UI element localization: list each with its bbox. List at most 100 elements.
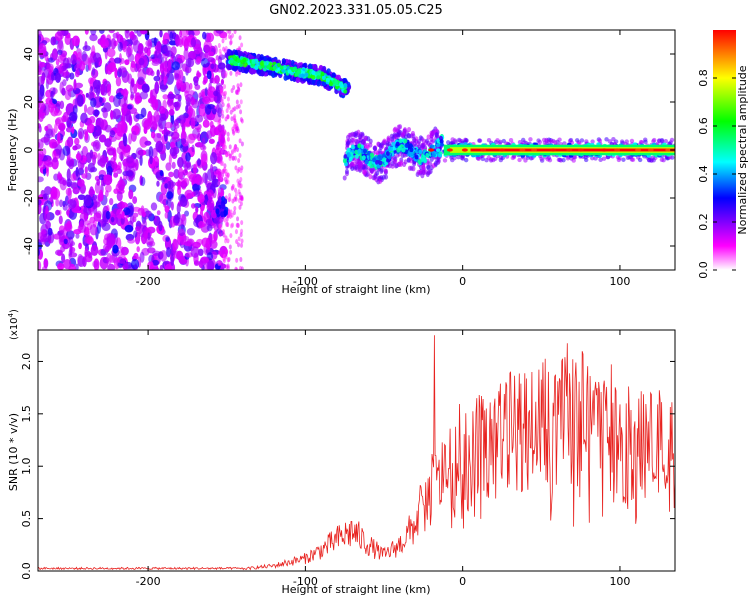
heatmap-cell <box>39 61 46 68</box>
heatmap-cell <box>239 183 243 189</box>
heatmap-cell <box>124 59 130 66</box>
heatmap-cell <box>616 157 622 163</box>
heatmap-cell <box>151 95 157 104</box>
heatmap-cell <box>114 67 118 79</box>
heatmap-cell <box>230 223 234 229</box>
heatmap-cell <box>51 141 59 148</box>
heatmap-cell <box>156 40 162 54</box>
heatmap-cell <box>232 85 236 91</box>
snr-x-tick-label: 0 <box>459 575 466 588</box>
heatmap-cell <box>637 157 643 163</box>
heatmap-cell <box>53 233 61 240</box>
heatmap-cell <box>64 34 72 46</box>
heatmap-cell <box>96 178 101 186</box>
heatmap-cell <box>386 135 391 141</box>
heatmap-cell <box>77 255 86 268</box>
heatmap-cell <box>38 43 47 56</box>
heatmap-cell <box>225 220 229 226</box>
heatmap-cell <box>171 136 181 142</box>
heatmap-cell <box>206 32 215 43</box>
heatmap-cell <box>74 63 81 72</box>
heatmap-cell <box>348 156 353 162</box>
heatmap-cell <box>239 168 243 174</box>
heatmap-cell <box>193 163 197 175</box>
heatmap-cell <box>635 148 642 152</box>
heatmap-cell <box>71 126 75 134</box>
heatmap-cell <box>38 35 42 43</box>
heatmap-cell <box>352 161 357 167</box>
heatmap-cell <box>141 83 150 93</box>
heatmap-cell <box>186 192 191 200</box>
heatmap-cell <box>99 30 105 34</box>
heatmap-cell <box>223 210 228 217</box>
heatmap-cell <box>173 101 179 108</box>
heatmap-cell <box>456 154 461 160</box>
heatmap-cell <box>162 39 168 45</box>
heatmap-y-tick-label: 40 <box>22 47 35 61</box>
heatmap-cell <box>393 163 398 169</box>
heatmap-cell <box>119 201 123 212</box>
heatmap-cell <box>508 137 514 143</box>
heatmap-cell <box>127 104 133 110</box>
heatmap-cell <box>80 150 84 161</box>
heatmap-cell <box>96 221 102 234</box>
heatmap-cell <box>52 149 57 159</box>
heatmap-cell <box>89 115 96 124</box>
heatmap-cell <box>604 137 609 142</box>
heatmap-cell <box>105 184 112 193</box>
heatmap-cell <box>70 54 77 65</box>
heatmap-cell <box>601 148 608 152</box>
heatmap-cell <box>659 138 665 143</box>
heatmap-cell <box>168 109 175 116</box>
heatmap-cell <box>435 143 441 148</box>
heatmap-cell <box>65 187 72 196</box>
heatmap-cell <box>109 197 114 206</box>
heatmap-cell <box>104 124 112 133</box>
heatmap-cell <box>171 161 176 169</box>
heatmap-cell <box>40 238 46 245</box>
heatmap-cell <box>193 76 199 83</box>
heatmap-cell <box>279 65 284 70</box>
heatmap-cell <box>225 264 229 270</box>
heatmap-cell <box>378 178 383 184</box>
heatmap-cell <box>128 189 134 200</box>
heatmap-cell <box>51 48 59 61</box>
heatmap-cell <box>212 108 217 115</box>
heatmap-cell <box>366 150 371 156</box>
heatmap-cell <box>139 30 149 35</box>
heatmap-cell <box>170 141 176 148</box>
heatmap-cell <box>197 158 202 167</box>
heatmap-cell <box>282 65 287 70</box>
heatmap-cell <box>354 164 359 170</box>
heatmap-cell <box>174 94 182 100</box>
heatmap-cell <box>55 198 60 207</box>
heatmap-cell <box>62 79 67 87</box>
heatmap-cell <box>237 103 241 109</box>
heatmap-cell <box>100 38 109 49</box>
heatmap-cell <box>287 69 292 74</box>
heatmap-cell <box>205 218 213 226</box>
heatmap-cell <box>251 59 256 65</box>
heatmap-cell <box>227 197 231 203</box>
heatmap-cell <box>357 148 362 154</box>
heatmap-cell <box>43 258 48 268</box>
heatmap-cell <box>177 180 182 190</box>
heatmap-cell <box>219 191 223 197</box>
heatmap-cell <box>426 165 431 171</box>
heatmap-cell <box>272 65 277 71</box>
heatmap-cell <box>74 137 80 145</box>
heatmap-cell <box>218 223 222 229</box>
heatmap-cell <box>176 250 184 261</box>
heatmap-cell <box>167 97 172 108</box>
heatmap-cell <box>54 122 58 134</box>
heatmap-cell <box>58 229 65 243</box>
heatmap-cell <box>80 112 88 124</box>
heatmap-cell <box>546 139 552 144</box>
heatmap-cell <box>74 82 84 89</box>
heatmap-cell <box>233 205 237 211</box>
heatmap-cell <box>151 259 160 266</box>
heatmap-cell <box>240 220 244 226</box>
heatmap-cell <box>407 133 412 139</box>
snr-y-tick-label: 2.0 <box>20 353 33 371</box>
